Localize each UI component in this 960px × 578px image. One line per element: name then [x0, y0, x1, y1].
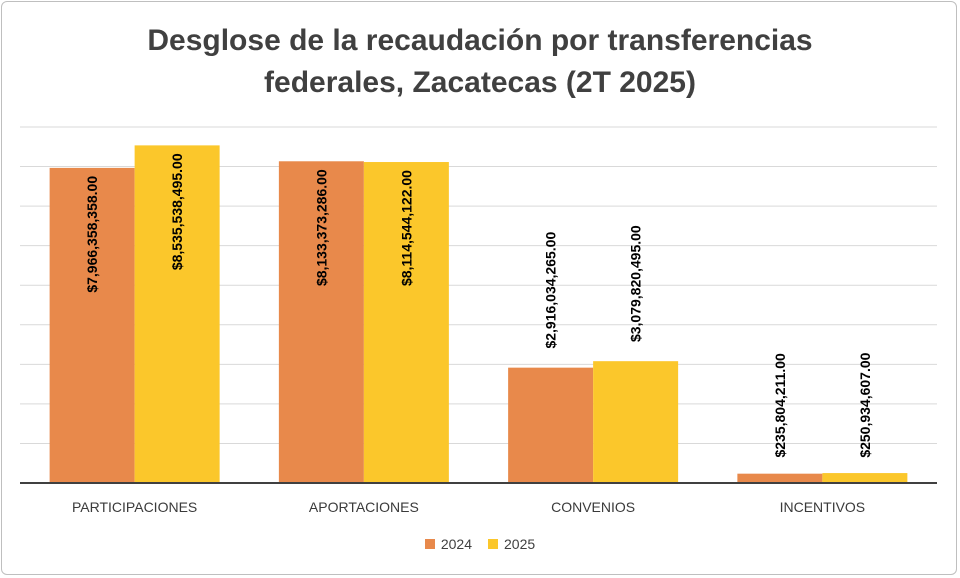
data-label: $8,133,373,286.00	[313, 169, 329, 286]
data-label: $250,934,607.00	[857, 352, 873, 457]
bar-2024-aportaciones	[278, 161, 364, 483]
category-label: PARTICIPACIONES	[72, 499, 197, 515]
legend-label-2024: 2024	[440, 536, 472, 552]
bar-2024-convenios	[508, 367, 594, 483]
bar-2024-participaciones	[49, 167, 135, 483]
data-label: $7,966,358,358.00	[84, 176, 100, 293]
legend-swatch-2024	[424, 539, 435, 549]
bar-2025-participaciones	[134, 145, 220, 483]
chart-title: Desglose de la recaudación por transfere…	[0, 20, 960, 104]
category-label: CONVENIOS	[551, 499, 635, 515]
data-label: $8,535,538,495.00	[169, 153, 185, 270]
data-label: $3,079,820,495.00	[628, 225, 644, 342]
data-label: $2,916,034,265.00	[543, 232, 559, 349]
data-label: $8,114,544,122.00	[398, 170, 414, 286]
legend-item-2024: 2024	[424, 536, 472, 552]
chart-title-line-1: Desglose de la recaudación por transfere…	[147, 24, 813, 57]
bar-2024-incentivos	[737, 473, 823, 483]
bar-2025-incentivos	[822, 473, 908, 483]
legend-item-2025: 2025	[488, 536, 535, 552]
category-label: APORTACIONES	[309, 499, 419, 515]
chart-title-line-2: federales, Zacatecas (2T 2025)	[264, 66, 696, 99]
data-label: $235,804,211.00	[772, 353, 788, 458]
legend-label-2025: 2025	[504, 536, 536, 552]
bar-2025-aportaciones	[363, 162, 449, 483]
bar-2025-convenios	[593, 361, 679, 483]
legend: 2024 2025	[0, 536, 960, 552]
legend-swatch-2025	[488, 539, 498, 549]
category-label: INCENTIVOS	[780, 499, 866, 515]
